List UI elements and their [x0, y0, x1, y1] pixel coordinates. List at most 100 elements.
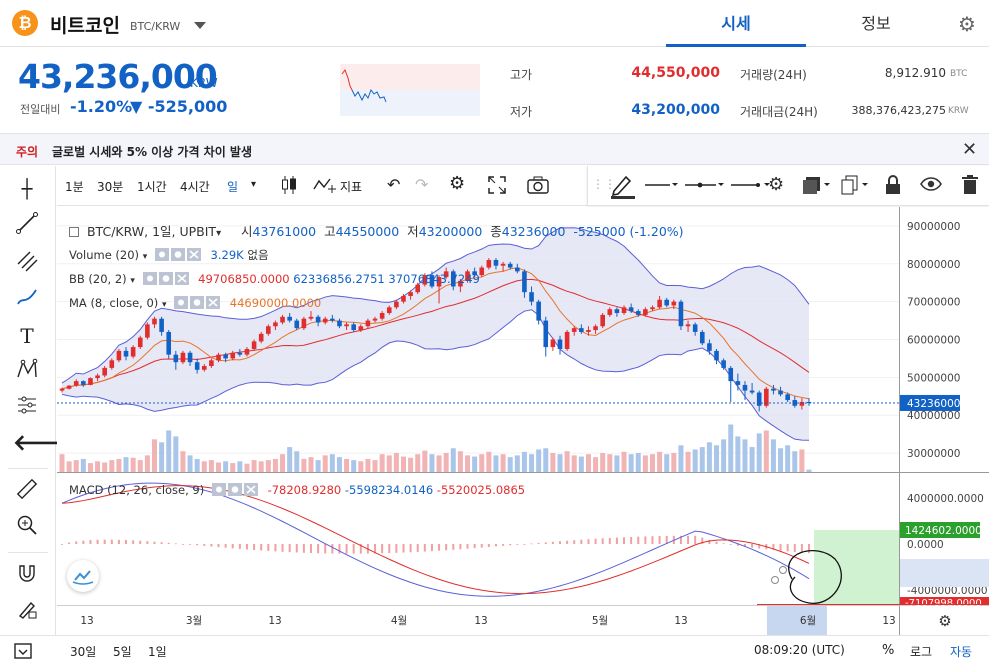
macd-hist-bar	[779, 544, 782, 551]
candle	[628, 303, 634, 313]
symbol-label[interactable]: BTC/KRW, 1일, UPBIT	[86, 224, 217, 239]
gear-icon[interactable]: ⚙	[768, 174, 785, 195]
volume-bar	[287, 447, 293, 472]
candle-type-icon[interactable]	[279, 174, 299, 199]
last-price-label: 43236000	[907, 398, 960, 410]
chart-logo-icon[interactable]	[67, 560, 99, 592]
trend-line-icon[interactable]	[13, 212, 41, 240]
line-style-solid-icon[interactable]	[644, 176, 678, 195]
close-icon[interactable]: ✕	[962, 139, 978, 160]
bb-name[interactable]: BB (20, 2)	[69, 272, 127, 286]
volume-bar	[742, 439, 748, 472]
macd-hist-bar	[338, 544, 341, 554]
chevron-down-icon[interactable]: ▾	[216, 228, 222, 239]
ruler-icon[interactable]	[13, 478, 41, 506]
price-chart[interactable]: 43236000 90000000 80000000 70000000 60000000…	[57, 207, 989, 635]
volume-legend: Volume (20) ▾ 3.29K 없음	[69, 248, 269, 262]
macd-hist-bar	[153, 541, 156, 544]
volume-bar	[749, 447, 755, 472]
volume-bar	[600, 453, 606, 472]
fullscreen-icon[interactable]	[487, 175, 507, 198]
macd-name[interactable]: MACD (12, 26, close, 9)	[69, 483, 205, 497]
interval-4h[interactable]: 4시간	[180, 180, 210, 194]
macd-hist-bar	[644, 536, 647, 544]
drag-handle-icon[interactable]: ⋮⋮	[592, 177, 616, 191]
indicator-controls-icon[interactable]	[142, 272, 191, 285]
volume-bar	[635, 453, 641, 472]
interval-30m[interactable]: 30분	[97, 180, 124, 194]
redo-icon[interactable]: ↷	[415, 175, 429, 194]
range-5d[interactable]: 5일	[113, 645, 132, 659]
auto-toggle[interactable]: 자동	[950, 645, 973, 659]
eye-icon[interactable]	[920, 176, 942, 196]
indicator-controls-icon[interactable]	[211, 483, 260, 496]
tab-info[interactable]: 정보	[861, 14, 891, 33]
macd-hist-bar	[117, 539, 120, 544]
candle	[771, 384, 776, 395]
drawing-toolbar: ┼ T 🡐	[0, 166, 72, 636]
lock-draw-icon[interactable]	[13, 598, 41, 626]
macd-hist-bar	[331, 544, 334, 554]
clock-time[interactable]: 08:09:20 (UTC)	[754, 643, 845, 657]
open-value: 43761000	[252, 224, 317, 239]
candle	[536, 299, 541, 325]
range-30d[interactable]: 30일	[70, 645, 97, 659]
volume-bar	[664, 454, 670, 472]
volume-bar	[436, 455, 442, 472]
chevron-down-icon[interactable]	[194, 22, 206, 29]
amount-label: 거래대금(24H)	[740, 105, 818, 119]
indicator-controls-icon[interactable]	[174, 296, 222, 309]
candle	[344, 322, 349, 331]
macd-hist-bar	[345, 544, 348, 554]
zoom-in-icon[interactable]	[13, 514, 41, 542]
chevron-down-icon[interactable]: ▾	[251, 179, 257, 190]
arrow-left-icon[interactable]: 🡐	[13, 431, 72, 456]
candle	[415, 282, 421, 295]
indicator-controls-icon[interactable]	[154, 248, 203, 261]
volume-name[interactable]: Volume (20)	[69, 248, 140, 262]
interval-1d[interactable]: 일	[227, 180, 239, 194]
macd-hist-bar	[452, 544, 455, 550]
volume-bar	[763, 430, 769, 472]
line-style-dot-icon[interactable]	[684, 176, 724, 195]
trash-icon[interactable]	[962, 175, 978, 199]
indicators-label[interactable]: 지표	[340, 180, 363, 194]
line-end-icon[interactable]	[730, 176, 770, 195]
candle	[201, 364, 207, 372]
fib-tool-icon[interactable]	[13, 250, 41, 278]
macd-hist-bar	[466, 544, 469, 549]
volume-bar	[529, 454, 535, 472]
interval-1m[interactable]: 1분	[65, 180, 84, 194]
crosshair-icon[interactable]: ┼	[21, 179, 33, 200]
collapse-icon[interactable]	[69, 227, 79, 237]
pen-color-icon[interactable]	[610, 173, 636, 203]
indicators-icon[interactable]	[313, 175, 337, 198]
gear-icon[interactable]: ⚙	[958, 12, 976, 36]
percent-toggle[interactable]: %	[882, 643, 895, 658]
candle	[294, 318, 300, 331]
candle	[237, 348, 243, 357]
tab-market[interactable]: 시세	[666, 0, 806, 47]
log-toggle[interactable]: 로그	[910, 645, 933, 659]
range-1d[interactable]: 1일	[148, 645, 167, 659]
undo-icon[interactable]: ↶	[387, 175, 401, 194]
magnet-icon[interactable]	[13, 562, 41, 590]
settings-icon[interactable]: ⚙	[449, 173, 466, 194]
calendar-icon[interactable]	[14, 641, 32, 663]
candle	[742, 381, 748, 401]
interval-1h[interactable]: 1시간	[137, 180, 167, 194]
ma-name[interactable]: MA (8, close, 0)	[69, 296, 159, 310]
high-label: 고	[324, 224, 336, 239]
clone-icon[interactable]	[840, 175, 870, 199]
volume-bar	[336, 457, 342, 472]
macd-hist-bar	[800, 544, 803, 553]
prediction-icon[interactable]	[13, 394, 41, 422]
chart-area[interactable]: 43236000 90000000 80000000 70000000 60000000…	[57, 207, 989, 635]
fill-icon[interactable]	[802, 175, 832, 199]
pattern-icon[interactable]	[13, 358, 41, 386]
lock-icon[interactable]	[884, 175, 902, 199]
brush-icon[interactable]	[13, 286, 41, 314]
text-tool-icon[interactable]: T	[20, 324, 34, 348]
candle	[635, 309, 641, 317]
camera-icon[interactable]	[527, 175, 549, 198]
